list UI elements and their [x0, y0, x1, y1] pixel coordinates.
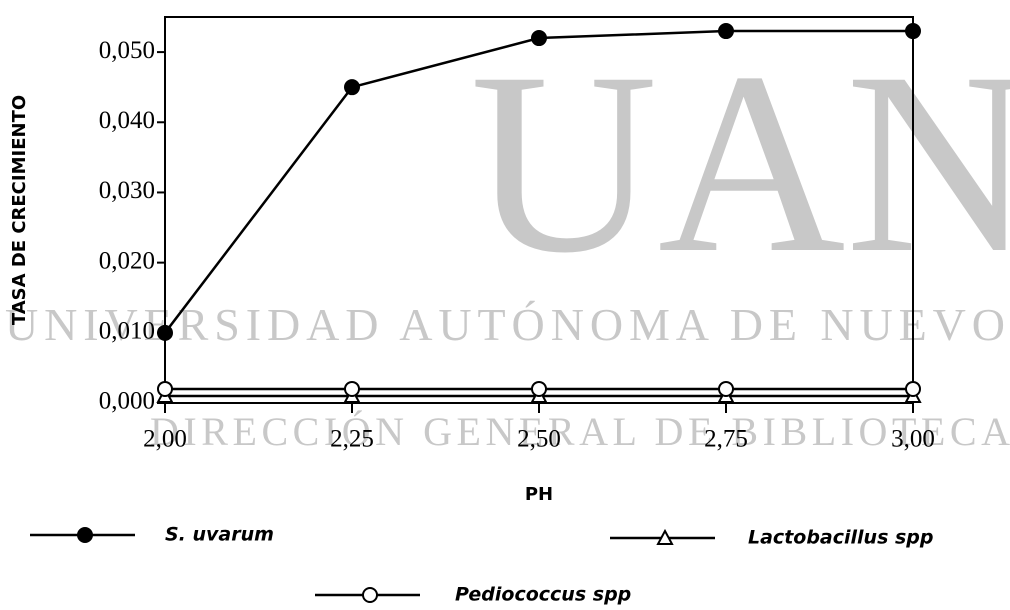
marker: [905, 23, 921, 40]
marker: [344, 79, 360, 96]
y-tick-label: 0,010: [99, 318, 155, 345]
y-tick-label: 0,000: [99, 388, 155, 415]
marker: [531, 380, 547, 397]
legend-marker: [77, 527, 93, 543]
legend-marker: [362, 587, 378, 603]
x-tick-label: 2,50: [517, 426, 561, 453]
legend-marker: [656, 528, 674, 545]
marker: [905, 380, 921, 397]
x-tick-label: 2,25: [330, 426, 374, 453]
marker: [531, 30, 547, 47]
marker: [157, 380, 173, 397]
legend-label: Lactobacillus spp: [748, 527, 934, 549]
y-axis-label: TASA DE CRECIMIENTO: [9, 95, 30, 325]
marker: [718, 380, 734, 397]
x-tick-label: 3,00: [891, 426, 935, 453]
legend-label: Pediococcus spp: [455, 584, 631, 606]
legend-label: S. uvarum: [165, 524, 274, 546]
marker: [718, 23, 734, 40]
marker: [157, 324, 173, 341]
watermark: UANL: [470, 19, 1010, 307]
y-tick-label: 0,050: [99, 37, 155, 64]
marker: [344, 380, 360, 397]
y-tick-label: 0,040: [99, 107, 155, 134]
y-tick-label: 0,030: [99, 177, 155, 204]
watermark: DIRECCIÓN GENERAL DE BIBLIOTECA: [150, 409, 1010, 454]
x-tick-label: 2,00: [143, 426, 187, 453]
x-tick-label: 2,75: [704, 426, 748, 453]
x-axis-label: PH: [525, 484, 553, 505]
y-tick-label: 0,020: [99, 247, 155, 274]
